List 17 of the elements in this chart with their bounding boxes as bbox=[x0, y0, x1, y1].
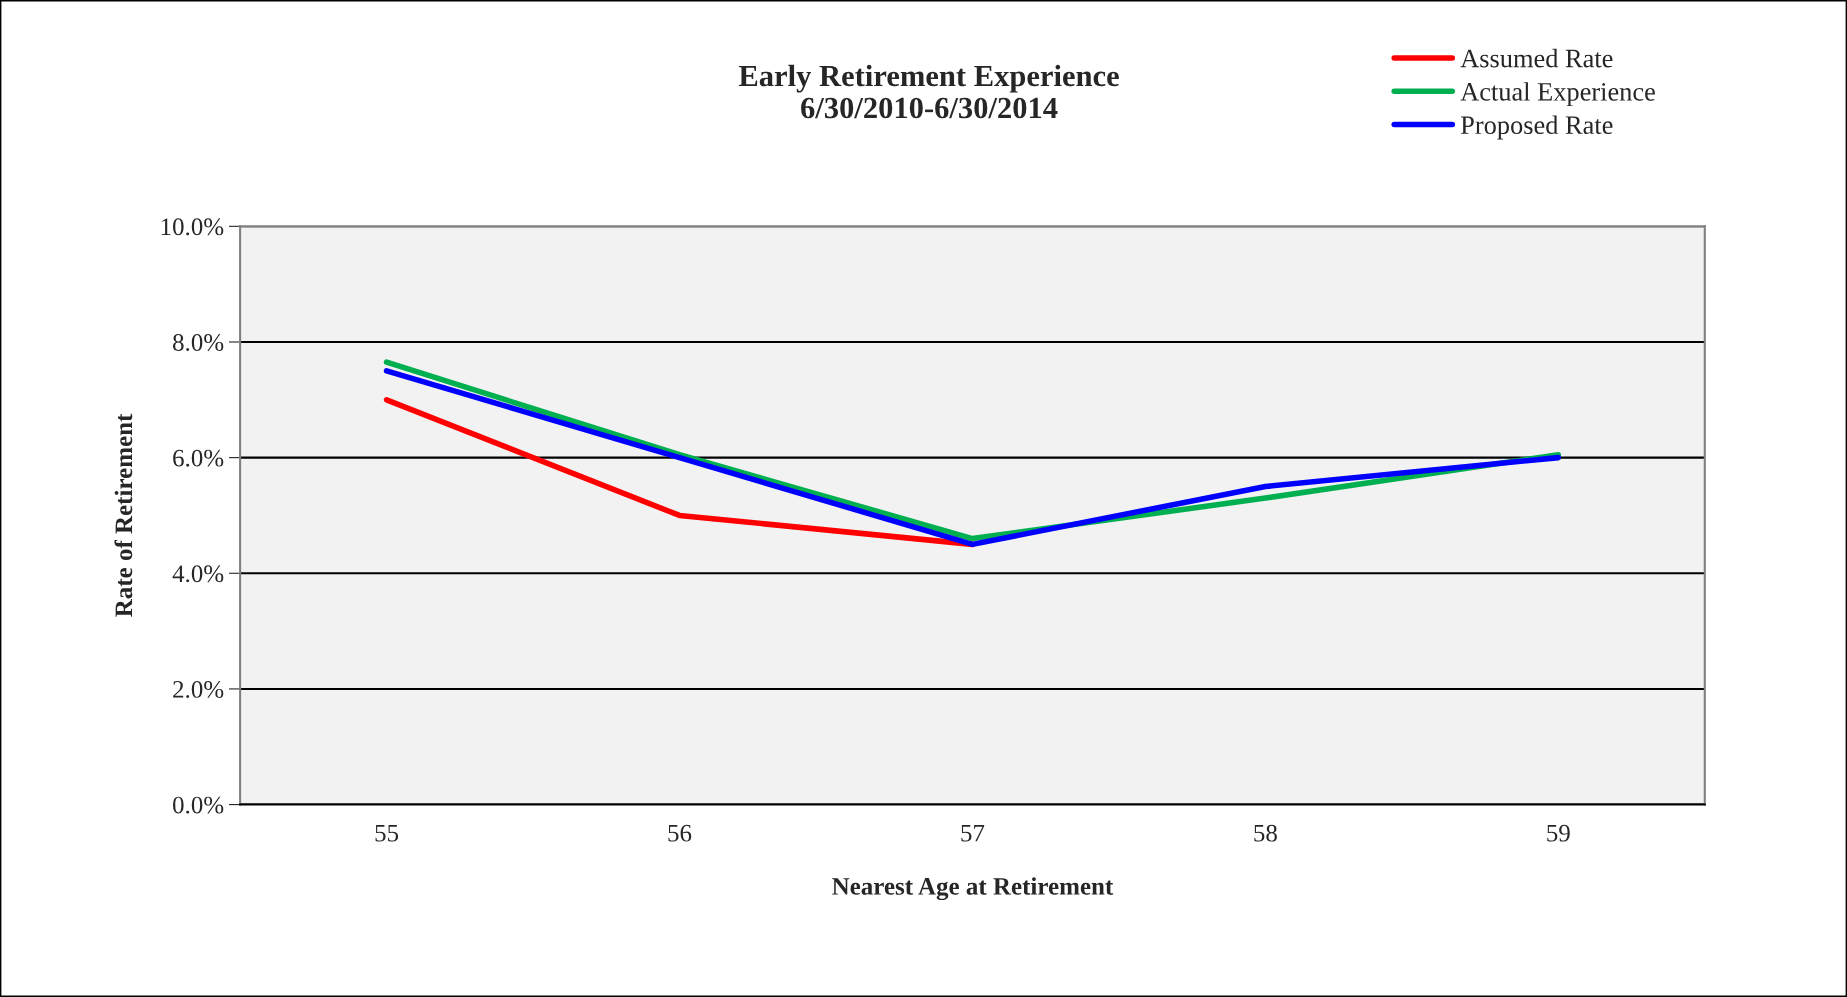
y-tick-label: 4.0% bbox=[172, 565, 224, 583]
legend-label: Assumed Rate bbox=[1460, 48, 1613, 68]
x-tick-label: 55 bbox=[375, 825, 399, 842]
x-tick-label: 56 bbox=[668, 824, 692, 842]
y-tick-label: 8.0% bbox=[173, 334, 224, 351]
y-tick-label: 2.0% bbox=[173, 680, 224, 698]
y-tick-label: 10.0% bbox=[161, 218, 224, 236]
x-tick-label: 59 bbox=[1547, 824, 1570, 842]
x-tick-label: 58 bbox=[1254, 824, 1277, 842]
chart-title: Early Retirement Experience 6/30/2010-6/30/2014 bbox=[738, 64, 1119, 119]
legend-label: Proposed Rate bbox=[1460, 115, 1613, 140]
y-tick-label: 0.0% bbox=[173, 796, 224, 814]
x-tick-label: 57 bbox=[961, 825, 985, 842]
legend-label: Actual Experience bbox=[1460, 82, 1655, 107]
x-axis-title: Nearest Age at Retirement bbox=[832, 877, 1114, 901]
y-tick-label: 6.0% bbox=[173, 449, 224, 467]
y-axis-title: Rate of Retirement bbox=[114, 413, 133, 617]
